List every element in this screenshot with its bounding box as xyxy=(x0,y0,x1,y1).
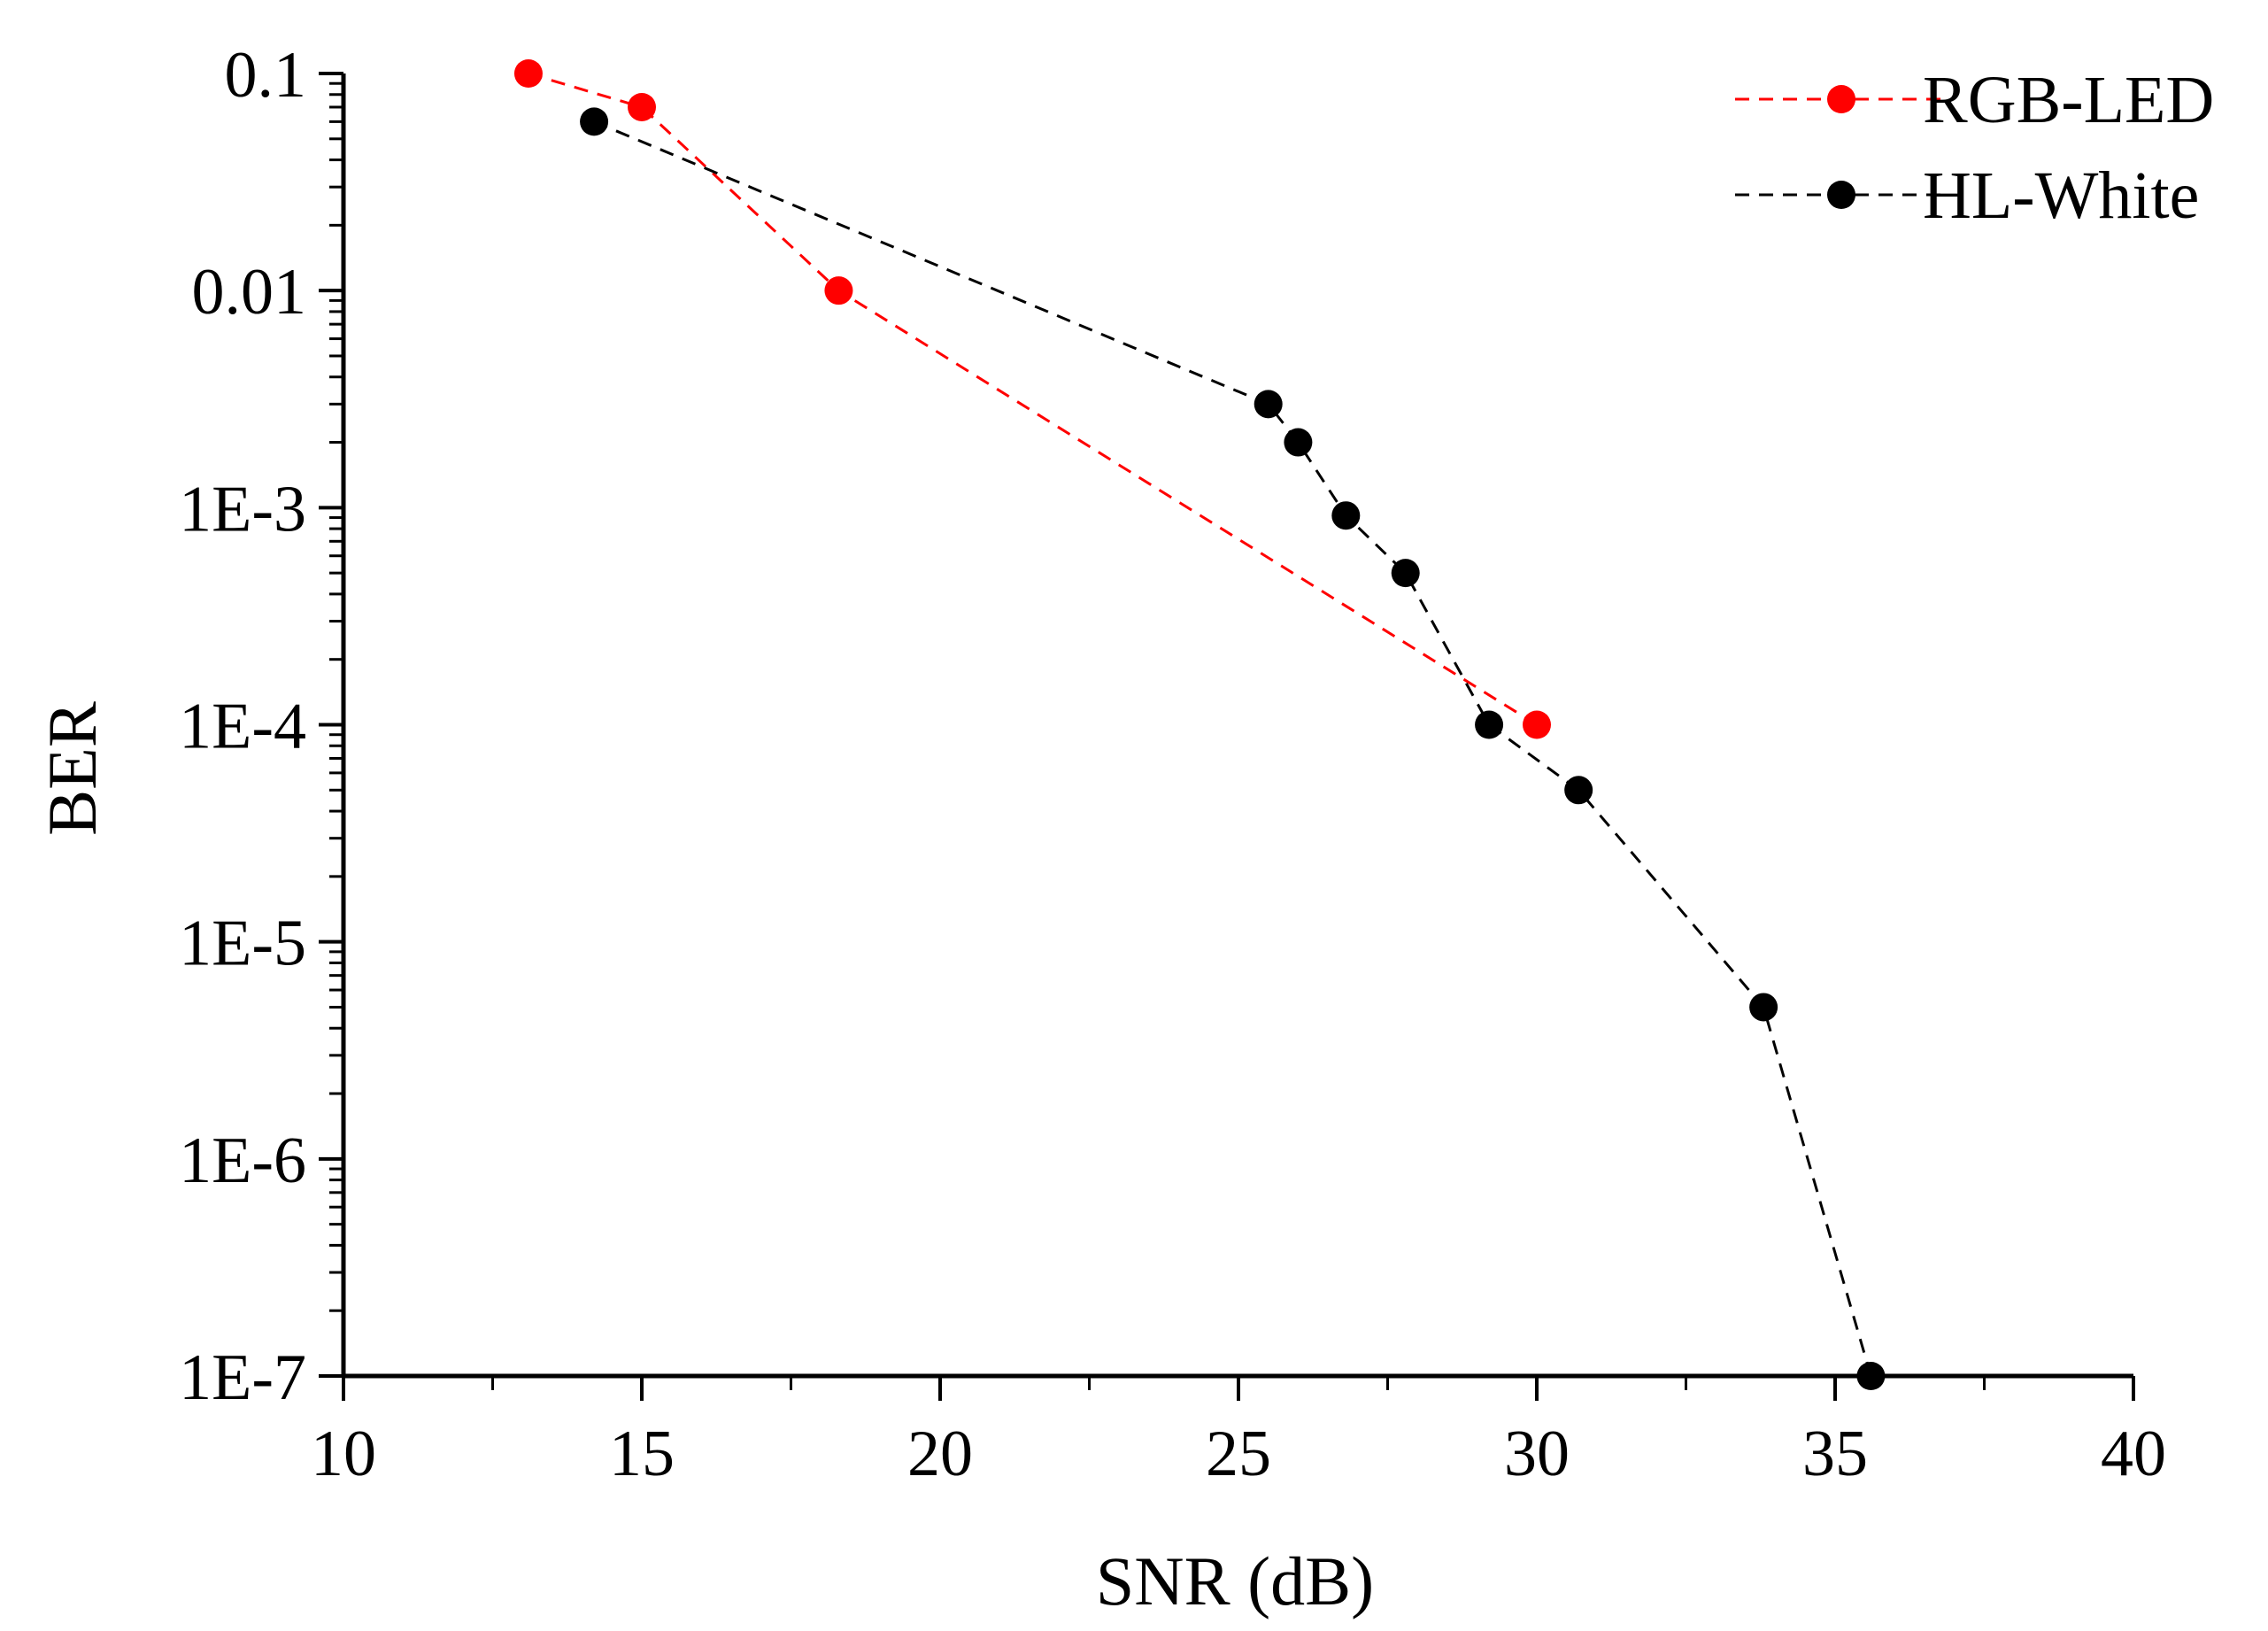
data-point xyxy=(1564,776,1593,805)
x-tick-label: 15 xyxy=(609,1418,675,1490)
x-tick-label: 40 xyxy=(2101,1418,2166,1490)
x-tick-label: 20 xyxy=(907,1418,973,1490)
x-tick-label: 30 xyxy=(1504,1418,1570,1490)
axes xyxy=(341,73,2133,1379)
data-point xyxy=(628,92,656,121)
data-point xyxy=(1523,710,1551,739)
y-tick-label: 1E-4 xyxy=(179,691,306,763)
y-axis-title: BER xyxy=(34,701,111,836)
y-tick-label: 1E-6 xyxy=(179,1125,306,1197)
x-ticks: 10 15 20 25 30 35 40 xyxy=(311,1376,2166,1490)
data-point xyxy=(580,107,609,136)
legend-marker xyxy=(1827,85,1855,113)
data-point xyxy=(1856,1362,1886,1390)
x-tick-label: 10 xyxy=(311,1418,376,1490)
series-layer xyxy=(513,59,1886,1390)
y-tick-label: 0.1 xyxy=(225,39,307,112)
y-tick-label: 1E-5 xyxy=(179,908,306,980)
y-tick-label: 1E-3 xyxy=(179,473,306,545)
x-tick-label: 25 xyxy=(1206,1418,1271,1490)
legend: RGB-LED HL-White xyxy=(1735,63,2214,233)
series-line xyxy=(528,72,1538,726)
data-point xyxy=(1284,428,1313,457)
data-point xyxy=(513,59,543,88)
y-tick-label: 1E-7 xyxy=(179,1341,306,1414)
legend-label: RGB-LED xyxy=(1923,63,2214,137)
data-point xyxy=(1391,559,1420,588)
series-rgb-led xyxy=(513,59,1551,739)
legend-marker xyxy=(1827,181,1855,209)
data-point xyxy=(1331,501,1361,530)
y-ticks: 0.1 0.01 1E-3 1E-4 1E-5 1E-6 1E-7 xyxy=(179,39,343,1414)
data-point xyxy=(1475,710,1504,739)
legend-item: RGB-LED xyxy=(1735,63,2214,137)
data-point xyxy=(1254,390,1283,419)
data-point xyxy=(1749,993,1778,1022)
series-line xyxy=(593,120,1872,1377)
y-tick-label: 0.01 xyxy=(192,256,307,329)
x-tick-label: 35 xyxy=(1802,1418,1868,1490)
data-point xyxy=(824,276,853,305)
legend-item: HL-White xyxy=(1735,158,2199,233)
legend-label: HL-White xyxy=(1923,158,2199,233)
series-hl-white xyxy=(580,107,1886,1390)
x-axis-title: SNR (dB) xyxy=(1096,1542,1374,1619)
